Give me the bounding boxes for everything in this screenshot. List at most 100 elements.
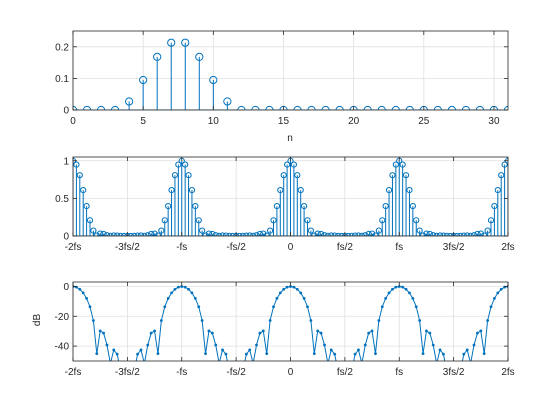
stem-marker: [484, 227, 491, 234]
y-tick-label: 1: [63, 156, 69, 167]
stem-marker: [270, 217, 277, 224]
series-point: [98, 329, 102, 333]
series-point: [391, 287, 394, 291]
stem-marker: [256, 230, 264, 236]
x-tick-label: -fs/2: [226, 367, 246, 378]
series-point: [190, 291, 194, 295]
stem-marker: [430, 232, 437, 236]
series-point: [193, 297, 197, 300]
stem-marker: [86, 217, 94, 224]
stem-marker: [76, 172, 83, 179]
stem-marker: [265, 105, 274, 110]
x-tick-label: 2fs: [501, 367, 514, 378]
stem-marker: [426, 230, 433, 236]
stem-marker: [246, 232, 253, 236]
stem-marker: [413, 217, 420, 224]
stem-marker: [409, 203, 416, 210]
series-point: [329, 348, 333, 352]
x-tick-label: -3fs/2: [115, 242, 140, 253]
stem-marker: [433, 105, 442, 110]
series-point: [493, 297, 496, 300]
series-point: [88, 305, 92, 309]
x-tick-label: 0: [288, 367, 294, 378]
axes-frame: [72, 30, 509, 111]
series-point: [486, 319, 490, 322]
series-point: [496, 291, 500, 295]
series-point: [479, 329, 483, 333]
stem-marker: [171, 172, 179, 179]
series-point: [472, 343, 476, 347]
series-point: [408, 291, 411, 295]
series-point: [431, 343, 435, 347]
stem-marker: [175, 161, 182, 168]
stem-marker: [317, 230, 325, 236]
stem-marker: [470, 232, 478, 236]
stem-marker: [402, 172, 410, 179]
stem-marker: [385, 186, 393, 194]
stem-marker: [192, 203, 199, 210]
series-point: [258, 331, 262, 335]
stem-marker: [209, 230, 216, 236]
series-point: [418, 319, 422, 322]
stem-marker: [294, 172, 301, 179]
stem-marker: [474, 230, 481, 236]
x-tick-label: 2fs: [501, 242, 514, 253]
stem-marker: [73, 161, 80, 168]
stem-marker: [461, 105, 471, 110]
stem-marker: [195, 217, 202, 224]
stem-marker: [153, 52, 162, 62]
series-point: [149, 331, 153, 335]
stem-marker: [195, 52, 204, 62]
stem-marker: [188, 186, 196, 194]
y-tick-label: 0.1: [55, 74, 69, 85]
stem-marker: [110, 232, 117, 236]
x-tick-label: -fs: [176, 242, 187, 253]
stem-plot-spectrum: -2fs -3fs/2 -fs -fs/2 0 fs/2 fs 3fs/2 2fs 0 0.5 1: [55, 156, 515, 253]
stem-marker: [125, 97, 134, 106]
stem-marker: [199, 227, 206, 234]
x-tick-label: 3fs/2: [443, 242, 465, 253]
series-point: [207, 329, 211, 333]
series-point: [272, 305, 275, 309]
stem-marker: [110, 105, 120, 110]
stem-marker: [165, 203, 172, 210]
stem-marker: [137, 232, 145, 236]
stem-marker: [251, 105, 260, 110]
stem-marker: [328, 232, 335, 236]
stem-marker: [205, 230, 213, 236]
stem-marker: [307, 227, 314, 234]
y-tick-label: -20: [55, 312, 70, 323]
series-point: [353, 352, 357, 356]
stem-marker: [273, 203, 281, 210]
series-point: [425, 329, 428, 333]
stem-marker: [405, 105, 414, 110]
stem-marker: [168, 186, 175, 194]
series-point: [85, 297, 88, 300]
stem-marker: [382, 203, 389, 210]
stem-marker: [363, 105, 372, 110]
series-point: [78, 287, 82, 291]
stem-marker: [297, 186, 304, 194]
stem-marker: [321, 105, 330, 110]
series-point: [299, 291, 303, 295]
series-point: [282, 287, 286, 291]
stem-marker: [399, 161, 406, 168]
stem-marker: [304, 217, 311, 224]
stem-marker: [501, 161, 508, 168]
series-point: [374, 352, 377, 356]
stem-marker: [290, 161, 297, 168]
x-tick-label: 25: [418, 116, 430, 127]
y-tick-label: 0.5: [55, 194, 69, 205]
series-point: [136, 352, 139, 356]
series-point: [91, 319, 95, 322]
stem-marker: [158, 227, 165, 234]
stem-marker: [96, 105, 106, 110]
stem-marker: [182, 161, 189, 168]
stem-marker: [181, 38, 190, 47]
stem-marker: [498, 172, 505, 179]
stem-marker: [212, 232, 219, 236]
stem-marker: [277, 186, 284, 194]
stem-marker: [355, 232, 362, 236]
series-point: [112, 348, 116, 352]
stem-marker: [335, 105, 344, 110]
